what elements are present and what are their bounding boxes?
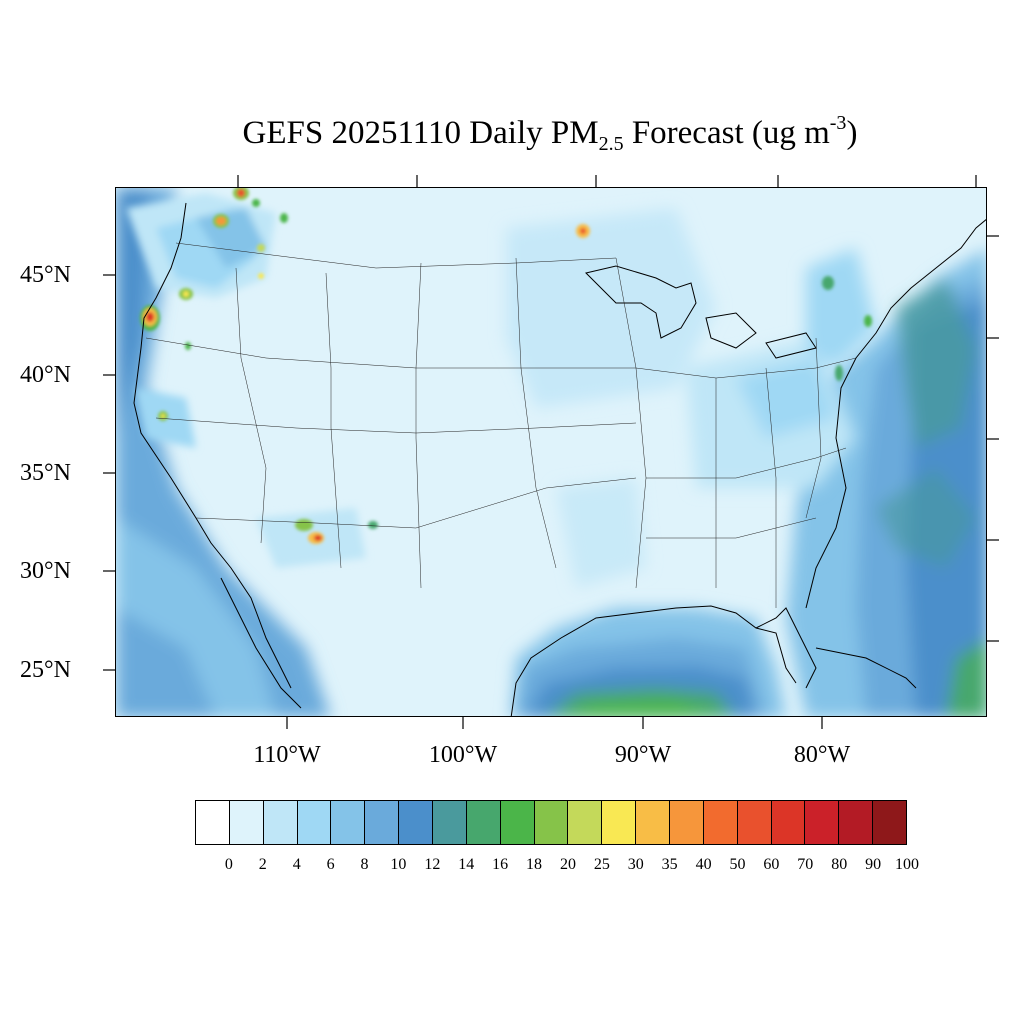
colorbar-tick-label: 40 <box>695 856 712 873</box>
lat-label-45n: 45°N <box>20 262 71 288</box>
colorbar-swatch <box>433 801 467 844</box>
lat-label-25n: 25°N <box>20 657 71 683</box>
colorbar-swatch <box>466 801 501 844</box>
title-suffix: ) <box>846 115 858 151</box>
colorbar-tick-label: 12 <box>424 856 441 873</box>
colorbar-tick-label: 0 <box>224 856 233 873</box>
colorbar-tick-label: 4 <box>292 856 301 873</box>
colorbar-swatch <box>196 801 230 844</box>
colorbar-swatch <box>297 801 332 844</box>
lat-label-30n: 30°N <box>20 558 71 584</box>
atlantic-ocean-field <box>786 249 986 716</box>
lat-label-40n: 40°N <box>20 362 71 388</box>
colorbar-swatch <box>568 801 603 844</box>
colorbar-tick-label: 80 <box>831 856 848 873</box>
colorbar-swatch <box>534 801 569 844</box>
coastlines <box>133 202 986 716</box>
colorbar-tick-label: 14 <box>458 856 475 873</box>
colorbar-tick-label: 8 <box>360 856 369 873</box>
colorbar-swatch <box>670 801 704 844</box>
lon-label-90w: 90°W <box>614 742 672 768</box>
colorbar-tick-label: 35 <box>661 856 678 873</box>
pm25-map <box>116 188 986 716</box>
colorbar-tick-label: 20 <box>559 856 576 873</box>
colorbar-tick-label: 60 <box>763 856 780 873</box>
colorbar-tick-label: 10 <box>390 856 407 873</box>
title-superscript: -3 <box>829 112 847 134</box>
colorbar-swatch <box>331 801 366 844</box>
colorbar-swatch <box>500 801 535 844</box>
colorbar-swatch <box>263 801 298 844</box>
colorbar-tick-label: 30 <box>627 856 644 873</box>
colorbar-swatch <box>771 801 806 844</box>
colorbar-tick-label: 25 <box>593 856 610 873</box>
colorbar-swatch <box>873 801 907 844</box>
colorbar-tick-label: 70 <box>797 856 814 873</box>
colorbar-swatch <box>602 801 637 844</box>
colorbar-tick-label: 6 <box>326 856 335 873</box>
colorbar-tick-label: 50 <box>729 856 746 873</box>
colorbar <box>195 800 907 845</box>
lat-label-35n: 35°N <box>20 460 71 486</box>
title-prefix: GEFS 20251110 Daily PM <box>242 115 599 151</box>
lon-label-80w: 80°W <box>793 742 851 768</box>
gulf-of-mexico-field <box>511 608 786 716</box>
map-title: GEFS 20251110 Daily PM2.5 Forecast (ug m… <box>0 112 1024 156</box>
colorbar-tick-label: 2 <box>258 856 267 873</box>
colorbar-swatch <box>229 801 264 844</box>
colorbar-swatch <box>365 801 400 844</box>
colorbar-labels: 0 2 4 6 8 10 12 14 16 18 20 25 30 35 40 50 60 70 80 90 100 <box>195 856 919 878</box>
hotspots <box>140 188 872 544</box>
colorbar-swatch <box>737 801 772 844</box>
map-panel <box>115 187 987 717</box>
colorbar-tick-label: 16 <box>492 856 509 873</box>
title-middle: Forecast (ug m <box>623 115 830 151</box>
colorbar-swatch <box>636 801 671 844</box>
colorbar-swatch <box>805 801 840 844</box>
eastern-us-field <box>506 208 876 588</box>
colorbar-tick-label: 18 <box>526 856 543 873</box>
colorbar-swatch <box>839 801 874 844</box>
colorbar-swatch <box>703 801 738 844</box>
colorbar-tick-label: 90 <box>865 856 882 873</box>
colorbar-swatch <box>399 801 434 844</box>
colorbar-tick-label: 100 <box>895 856 919 873</box>
title-subscript: 2.5 <box>598 133 624 155</box>
lon-label-100w: 100°W <box>428 742 498 768</box>
lon-label-110w: 110°W <box>253 742 321 768</box>
state-boundaries <box>145 242 857 608</box>
